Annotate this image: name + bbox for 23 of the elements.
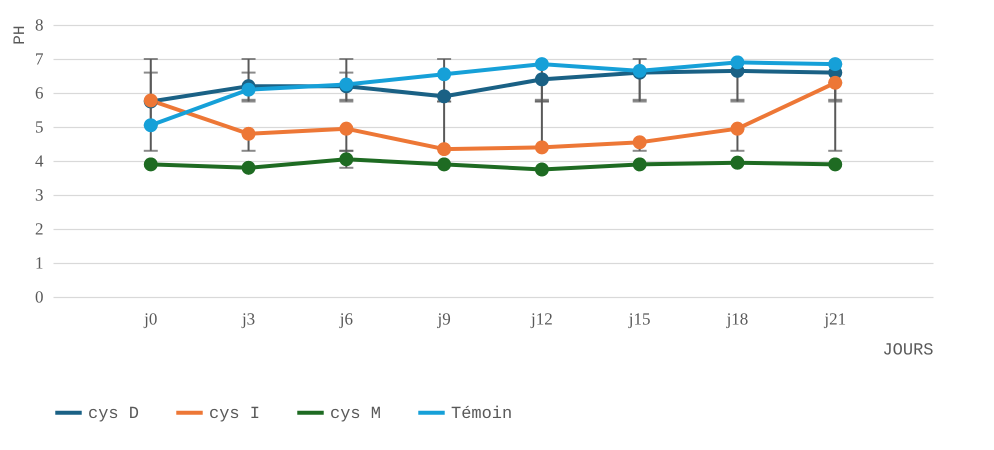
legend-label: Témoin <box>451 404 512 424</box>
legend-label: cys D <box>88 404 140 424</box>
y-tick-label: 5 <box>35 118 44 136</box>
y-tick-label: 0 <box>35 288 44 306</box>
x-tick-label: j0 <box>143 310 158 328</box>
legend-label: cys I <box>209 404 260 424</box>
y-tick-label: 3 <box>35 186 44 204</box>
x-tick-label: j21 <box>823 310 846 328</box>
x-tick-label: j6 <box>338 310 353 328</box>
y-tick-label: 4 <box>35 152 44 170</box>
x-tick-label: j15 <box>628 310 651 328</box>
y-axis-title: PH <box>11 26 29 45</box>
x-tick-label: j9 <box>436 310 451 328</box>
y-tick-label: 7 <box>35 50 44 68</box>
y-tick-label: 1 <box>35 254 44 272</box>
y-tick-label: 8 <box>35 16 44 34</box>
y-tick-label: 6 <box>35 84 44 102</box>
y-tick-label: 2 <box>35 220 44 238</box>
legend-label: cys M <box>330 404 382 424</box>
x-axis-title: JOURS <box>882 342 934 360</box>
x-tick-label: j12 <box>530 310 553 328</box>
x-tick-label: j18 <box>726 310 748 328</box>
x-tick-label: j3 <box>240 310 256 328</box>
